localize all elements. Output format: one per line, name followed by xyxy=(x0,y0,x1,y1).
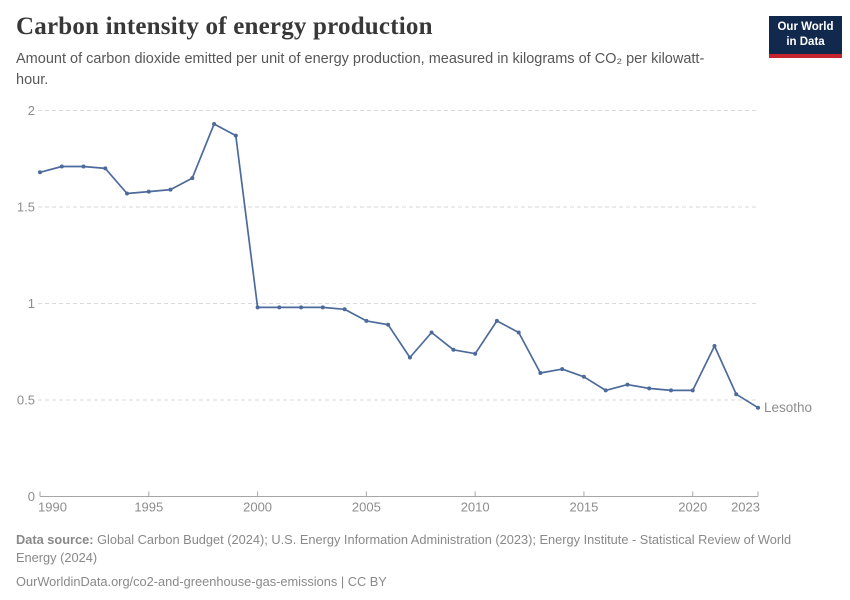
x-tick-label: 2020 xyxy=(678,500,707,515)
data-point-marker xyxy=(386,322,391,327)
x-tick-label: 2005 xyxy=(352,500,381,515)
y-tick-label: 0.5 xyxy=(17,393,35,408)
data-point-marker xyxy=(581,374,586,379)
owid-logo: Our World in Data xyxy=(769,16,842,58)
data-point-marker xyxy=(560,367,565,372)
owid-logo-line2: in Data xyxy=(786,35,825,48)
data-point-marker xyxy=(364,318,369,323)
data-point-marker xyxy=(538,371,543,375)
data-point-marker xyxy=(451,347,456,352)
y-tick-label: 1 xyxy=(28,296,35,311)
data-point-marker xyxy=(669,388,673,393)
x-tick-label: 2000 xyxy=(243,500,272,515)
chart-title: Carbon intensity of energy production xyxy=(16,13,433,40)
data-point-marker xyxy=(168,187,173,192)
x-tick-label: 2023 xyxy=(731,500,760,515)
data-point-marker xyxy=(299,305,304,310)
data-point-marker xyxy=(277,305,282,310)
data-point-marker xyxy=(516,330,521,335)
data-point-marker xyxy=(125,191,129,196)
data-point-marker xyxy=(212,122,217,126)
data-point-marker xyxy=(320,305,325,310)
data-point-marker xyxy=(342,307,347,312)
chart-header: Carbon intensity of energy production Am… xyxy=(16,13,755,91)
data-point-marker xyxy=(255,305,260,310)
data-point-marker xyxy=(429,330,434,335)
x-tick-label: 1990 xyxy=(38,500,67,515)
data-point-marker xyxy=(59,164,64,169)
x-tick-label: 2015 xyxy=(569,500,598,515)
data-point-marker xyxy=(233,133,238,138)
owid-logo-line1: Our World xyxy=(777,21,834,33)
series-end-label: Lesotho xyxy=(764,400,812,415)
data-point-marker xyxy=(38,170,42,175)
license-line: OurWorldinData.org/co2-and-greenhouse-ga… xyxy=(16,574,387,590)
data-source: Data source: Global Carbon Budget (2024)… xyxy=(16,531,832,567)
data-point-marker xyxy=(690,388,695,393)
series-line xyxy=(39,123,759,409)
x-tick-label: 1995 xyxy=(134,500,163,515)
data-point-marker xyxy=(712,344,717,348)
data-point-marker xyxy=(146,189,151,194)
y-tick-label: 2 xyxy=(28,103,35,118)
data-point-marker xyxy=(81,164,86,169)
y-tick-label: 1.5 xyxy=(17,200,35,215)
x-tick-label: 2010 xyxy=(461,500,490,515)
data-point-marker xyxy=(190,176,195,181)
y-tick-label: 0 xyxy=(28,489,35,504)
chart-footer: Data source: Global Carbon Budget (2024)… xyxy=(16,531,832,591)
data-point-marker xyxy=(103,166,108,171)
data-point-marker xyxy=(603,388,608,393)
data-source-text: Global Carbon Budget (2024); U.S. Energy… xyxy=(16,532,792,566)
data-point-marker xyxy=(647,386,652,391)
data-point-marker xyxy=(625,382,630,387)
chart-subtitle: Amount of carbon dioxide emitted per uni… xyxy=(16,51,705,89)
data-point-marker xyxy=(734,392,739,397)
data-point-marker xyxy=(756,405,760,410)
data-source-label: Data source: xyxy=(16,532,94,547)
data-point-marker xyxy=(494,318,499,323)
data-point-marker xyxy=(407,355,412,360)
data-point-marker xyxy=(473,351,478,356)
